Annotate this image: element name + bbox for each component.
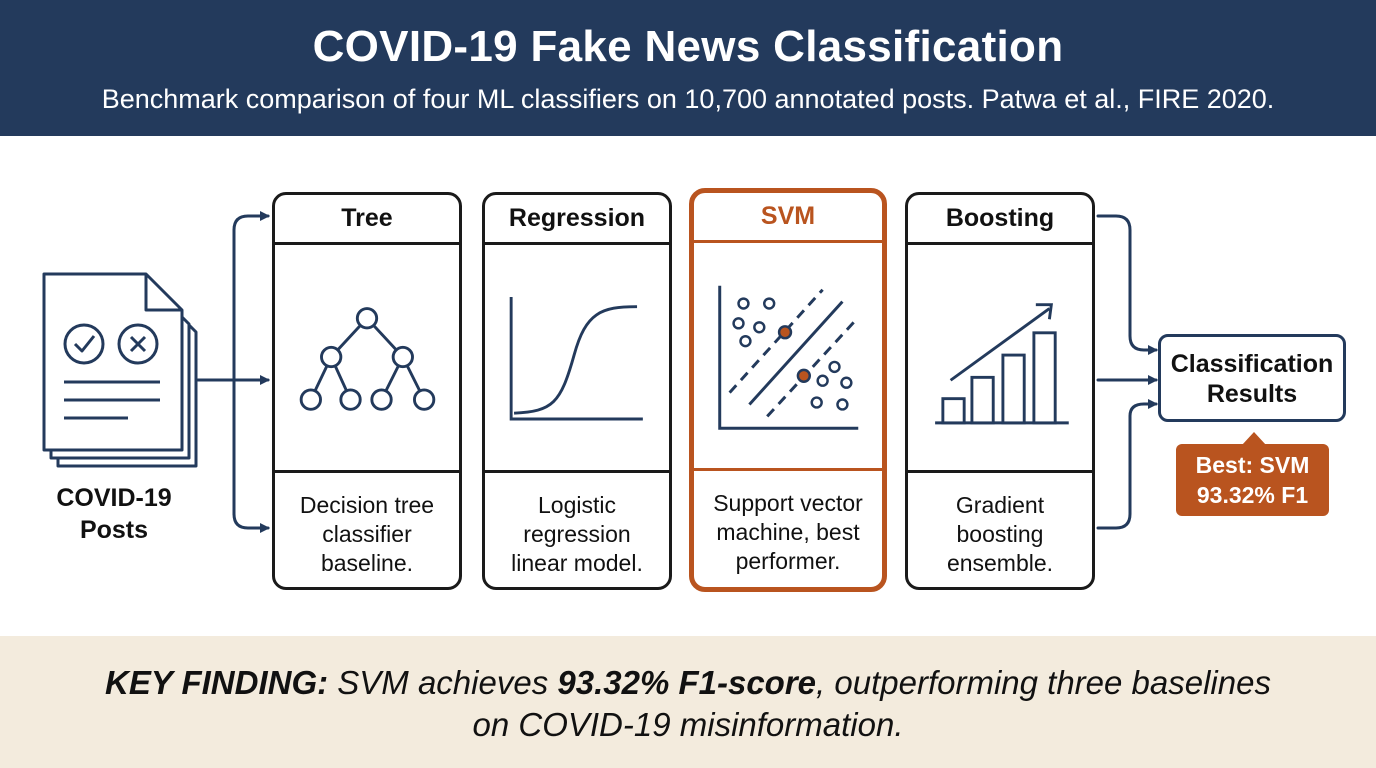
- rising-bar-chart-icon: [935, 303, 1069, 425]
- card-desc-line: Logistic: [538, 492, 616, 518]
- classification-results-box: Classification Results: [1158, 334, 1346, 422]
- pipeline-diagram: COVID-19 Posts Tree Decision tree classi…: [0, 136, 1376, 636]
- card-desc-line: regression: [523, 521, 631, 547]
- key-finding-metric: 93.32% F1-score: [557, 664, 817, 701]
- classifier-card-regression: Regression Logistic regression linear mo…: [482, 192, 672, 590]
- classifier-card-svm: SVM Support vector machine, best perf: [689, 188, 887, 592]
- card-desc-line: Gradient: [955, 492, 1045, 518]
- card-desc-line: machine, best: [716, 519, 860, 545]
- card-description: Logistic regression linear model.: [485, 470, 669, 587]
- best-line2: 93.32% F1: [1196, 482, 1309, 508]
- card-description: Decision tree classifier baseline.: [275, 470, 459, 587]
- key-finding-line2: on COVID-19 misinformation.: [472, 706, 904, 743]
- best-line1: Best: SVM: [1195, 452, 1310, 478]
- page-title: COVID-19 Fake News Classification: [312, 22, 1064, 71]
- key-finding-banner: KEY FINDING: SVM achieves 93.32% F1-scor…: [0, 636, 1376, 768]
- input-label-line1: COVID-19: [56, 484, 172, 512]
- card-desc-line: Support vector: [713, 490, 863, 516]
- classifier-card-boosting: Boosting Gradient boosting ensemble.: [905, 192, 1095, 590]
- input-label-line2: Posts: [79, 516, 149, 544]
- best-badge-pointer: [1242, 432, 1266, 445]
- classifier-card-tree: Tree Decision tree classifier baseline.: [272, 192, 462, 590]
- card-desc-line: baseline.: [320, 550, 414, 576]
- card-desc-line: ensemble.: [946, 550, 1054, 576]
- key-finding-text1: SVM achieves: [328, 664, 558, 701]
- page-subtitle: Benchmark comparison of four ML classifi…: [101, 84, 1275, 114]
- card-description: Support vector machine, best performer.: [694, 468, 882, 587]
- card-title: Boosting: [908, 195, 1092, 245]
- card-description: Gradient boosting ensemble.: [908, 470, 1092, 587]
- card-desc-line: linear model.: [511, 550, 643, 576]
- documents-icon: [42, 272, 198, 468]
- connector-lines: [42, 211, 1158, 533]
- card-desc-line: Decision tree: [299, 492, 435, 518]
- card-title: SVM: [694, 193, 882, 243]
- best-badge: Best: SVM 93.32% F1: [1176, 444, 1329, 516]
- card-desc-line: boosting: [956, 521, 1044, 547]
- card-title: Tree: [275, 195, 459, 245]
- results-line1: Classification: [1170, 350, 1334, 378]
- key-finding-line1: KEY FINDING: SVM achieves 93.32% F1-scor…: [0, 662, 1376, 704]
- svm-scatter-icon: [718, 285, 860, 430]
- key-finding-label: KEY FINDING:: [105, 664, 329, 701]
- card-desc-line: classifier: [322, 521, 412, 547]
- sigmoid-curve-icon: [509, 296, 643, 421]
- card-desc-line: performer.: [735, 548, 841, 574]
- decision-tree-icon: [299, 307, 436, 411]
- input-label: COVID-19 Posts: [40, 482, 188, 546]
- key-finding-text2: , outperforming three baselines: [816, 664, 1271, 701]
- card-title: Regression: [485, 195, 669, 245]
- results-line2: Results: [1206, 380, 1298, 408]
- header-banner: COVID-19 Fake News Classification Benchm…: [0, 0, 1376, 136]
